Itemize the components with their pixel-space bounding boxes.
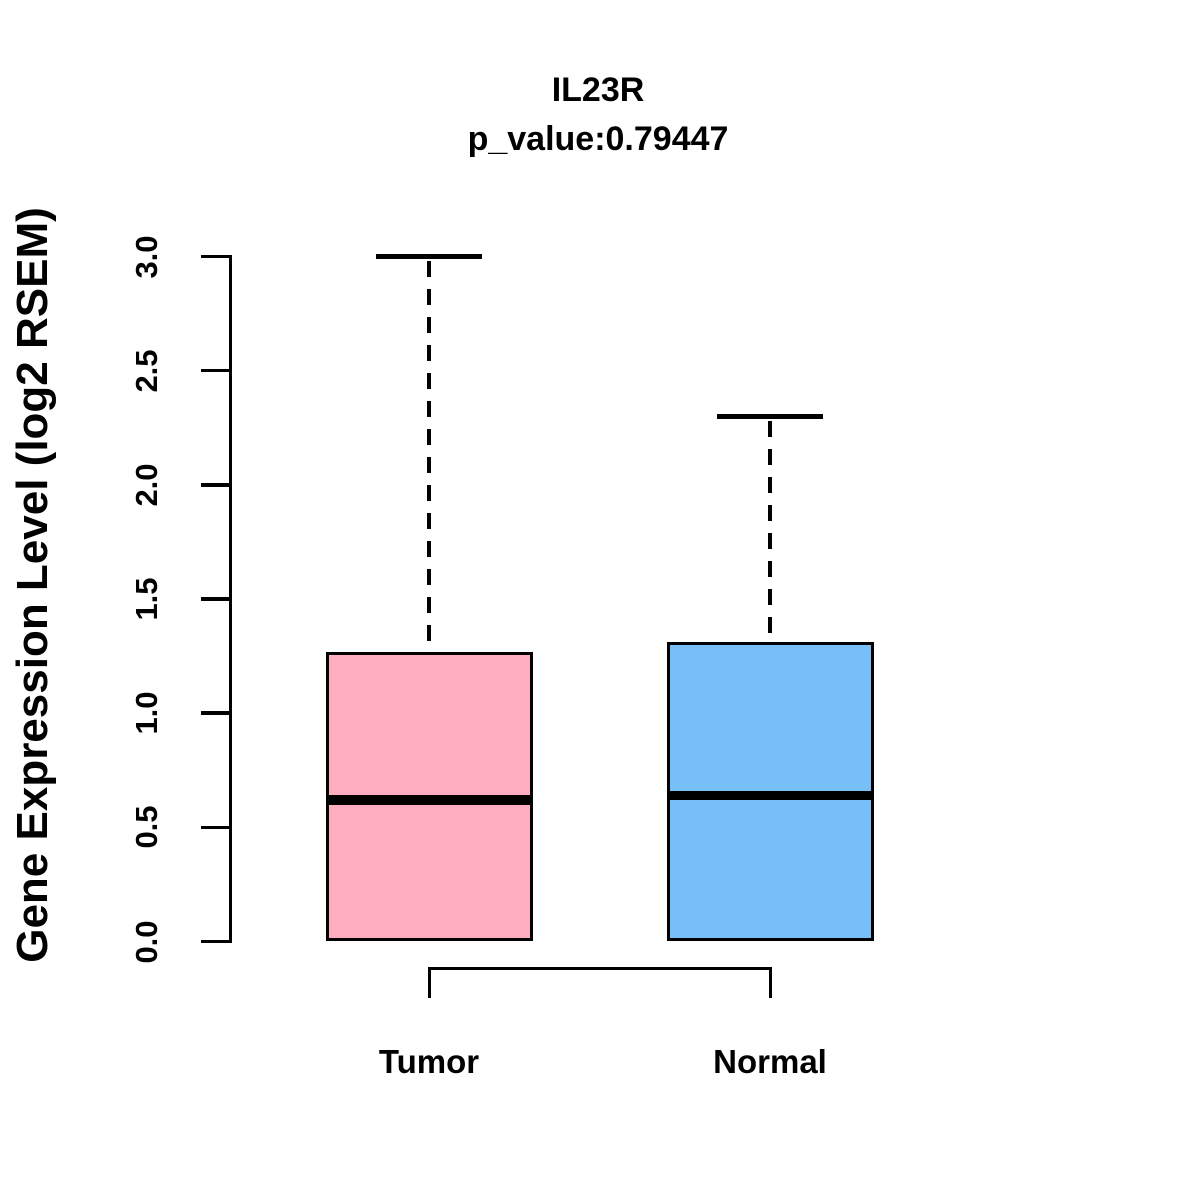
y-tick-mark xyxy=(201,254,229,259)
upper-whisker-normal xyxy=(768,420,772,641)
comparison-bracket xyxy=(427,967,772,998)
y-tick-mark xyxy=(201,597,229,601)
y-tick-label: 1.5 xyxy=(129,577,164,621)
category-label-normal: Normal xyxy=(713,1043,827,1080)
y-tick-mark xyxy=(201,368,229,373)
y-tick-label: 2.5 xyxy=(129,349,164,393)
y-tick-mark xyxy=(201,711,229,715)
category-label-tumor: Tumor xyxy=(378,1043,480,1080)
y-tick-label: 2.0 xyxy=(129,463,164,507)
whisker-cap-tumor xyxy=(376,254,482,259)
y-tick-label: 1.0 xyxy=(129,691,164,735)
y-tick-label: 3.0 xyxy=(129,234,164,279)
median-line-tumor xyxy=(325,795,533,805)
y-axis-label: Gene Expression Level (log2 RSEM) xyxy=(8,207,57,963)
y-tick-label: 0.5 xyxy=(129,805,164,849)
y-tick-mark xyxy=(201,825,229,830)
y-axis-line xyxy=(228,255,232,943)
whisker-cap-normal xyxy=(717,414,823,419)
y-tick-mark xyxy=(201,939,229,944)
median-line-normal xyxy=(666,790,874,801)
chart-title: IL23R xyxy=(551,71,645,109)
y-tick-mark xyxy=(201,483,229,487)
chart-subtitle-pvalue: p_value:0.79447 xyxy=(467,120,729,158)
y-tick-label: 0.0 xyxy=(129,919,164,964)
upper-whisker-tumor xyxy=(427,261,431,650)
